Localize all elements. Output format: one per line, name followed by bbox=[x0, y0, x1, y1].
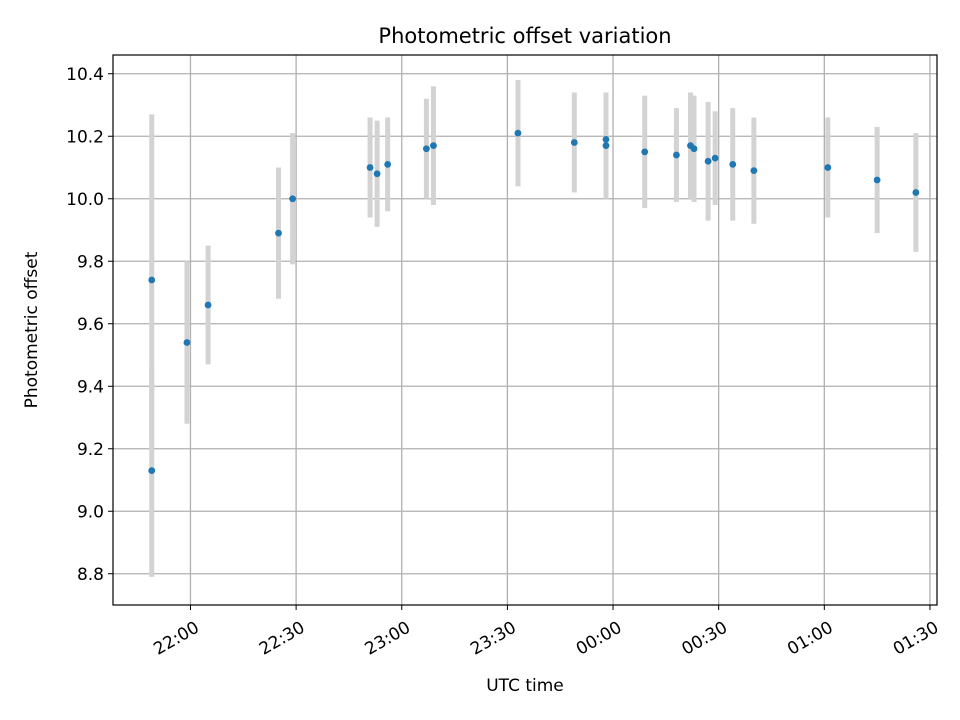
data-point bbox=[750, 167, 758, 175]
data-point bbox=[183, 339, 191, 346]
plot-frame bbox=[112, 54, 938, 606]
data-point bbox=[423, 145, 430, 153]
data-point bbox=[873, 176, 881, 184]
data-point bbox=[366, 164, 374, 171]
grid-layer bbox=[113, 55, 937, 605]
data-point bbox=[204, 301, 212, 309]
x-axis-label: UTC time bbox=[486, 676, 564, 696]
data-point bbox=[514, 129, 522, 137]
data-point bbox=[148, 276, 156, 284]
data-point bbox=[275, 229, 282, 237]
y-tick-label: 9.0 bbox=[77, 502, 104, 522]
y-tick-label: 9.8 bbox=[77, 252, 104, 272]
data-point bbox=[602, 142, 610, 150]
y-tick-label: 10.2 bbox=[66, 127, 104, 147]
data-point bbox=[570, 139, 578, 146]
data-point bbox=[690, 145, 698, 153]
y-axis-label: Photometric offset bbox=[22, 251, 42, 408]
y-tick-label: 9.6 bbox=[77, 315, 104, 335]
data-point bbox=[148, 467, 156, 475]
y-tick-label: 10.0 bbox=[66, 190, 104, 210]
data-point bbox=[289, 195, 296, 203]
data-point bbox=[373, 170, 381, 178]
data-point bbox=[641, 148, 649, 156]
data-point bbox=[711, 154, 719, 162]
y-tick-label: 10.4 bbox=[66, 65, 104, 85]
data-point bbox=[824, 164, 832, 171]
data-point bbox=[729, 160, 737, 168]
data-point bbox=[602, 135, 610, 143]
y-tick-label: 9.2 bbox=[77, 440, 104, 460]
point-layer bbox=[148, 129, 920, 475]
data-point bbox=[384, 160, 392, 168]
chart-title: Photometric offset variation bbox=[378, 24, 671, 48]
data-point bbox=[430, 142, 437, 150]
y-tick-label: 8.8 bbox=[77, 565, 104, 585]
data-point bbox=[673, 151, 680, 159]
data-point bbox=[704, 157, 712, 165]
data-point bbox=[912, 189, 920, 196]
y-tick-label: 9.4 bbox=[77, 377, 104, 397]
